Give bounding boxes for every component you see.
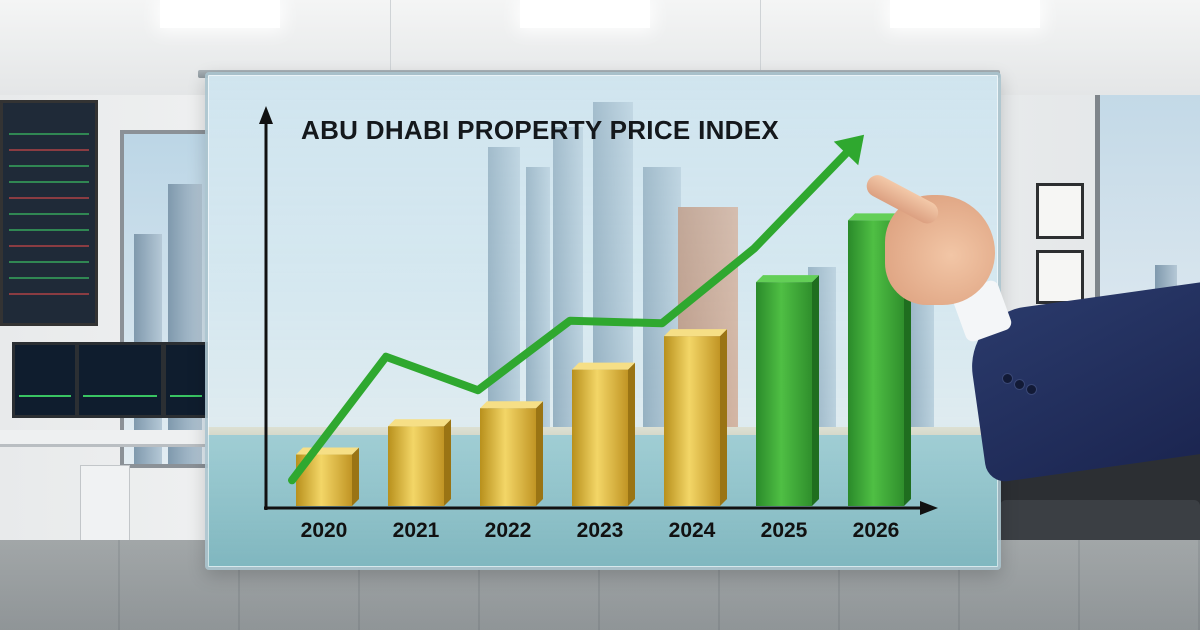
bar-2022 <box>480 408 536 506</box>
ceiling-light <box>520 0 650 28</box>
bar-top-2021 <box>388 419 451 427</box>
bar-group <box>296 213 911 507</box>
bar-side-2020 <box>352 447 359 506</box>
x-tick-label-2026: 2026 <box>853 519 900 542</box>
y-axis-arrow <box>259 106 273 124</box>
ceiling-grid-line <box>390 0 391 95</box>
bar-top-2022 <box>480 401 543 409</box>
bar-top-2025 <box>756 275 819 283</box>
x-tick-label-2025: 2025 <box>761 519 808 542</box>
bar-2025 <box>756 282 812 506</box>
bar-side-2024 <box>720 329 727 506</box>
trend-arrowhead <box>833 134 865 166</box>
sleeve-button <box>1014 379 1025 390</box>
bar-side-2025 <box>812 275 819 506</box>
bar-2024 <box>664 336 720 506</box>
desk-monitor <box>12 342 78 418</box>
x-tick-labels: 2020 2021 2022 2023 2024 2025 2026 <box>301 519 900 542</box>
desk-monitor <box>76 342 164 418</box>
ceiling-light <box>160 0 280 28</box>
pointing-hand <box>885 195 995 305</box>
x-tick-label-2024: 2024 <box>669 519 716 542</box>
x-axis-arrow <box>920 501 938 515</box>
chart-title: ABU DHABI PROPERTY PRICE INDEX <box>301 115 779 145</box>
sleeve-button <box>1026 384 1037 395</box>
trend-line-group <box>288 134 865 485</box>
bar-2023 <box>572 369 628 506</box>
bar-side-2022 <box>536 401 543 506</box>
x-tick-label-2020: 2020 <box>301 519 348 542</box>
bar-top-2020 <box>296 447 359 455</box>
bar-top-2023 <box>572 362 635 370</box>
bar-2021 <box>388 426 444 506</box>
bar-side-2023 <box>628 362 635 506</box>
ceiling-grid-line <box>760 0 761 95</box>
ceiling-light <box>890 0 1040 28</box>
x-tick-label-2022: 2022 <box>485 519 532 542</box>
bar-top-2024 <box>664 329 727 337</box>
office-desk <box>0 430 205 447</box>
bar-side-2021 <box>444 419 451 506</box>
trend-line <box>288 149 850 485</box>
sleeve-button <box>1002 373 1013 384</box>
x-tick-label-2023: 2023 <box>577 519 624 542</box>
skyline-tower <box>526 167 550 427</box>
stock-ticker-monitor <box>0 100 98 326</box>
wall-picture-frame <box>1036 183 1084 239</box>
x-tick-label-2021: 2021 <box>393 519 440 542</box>
